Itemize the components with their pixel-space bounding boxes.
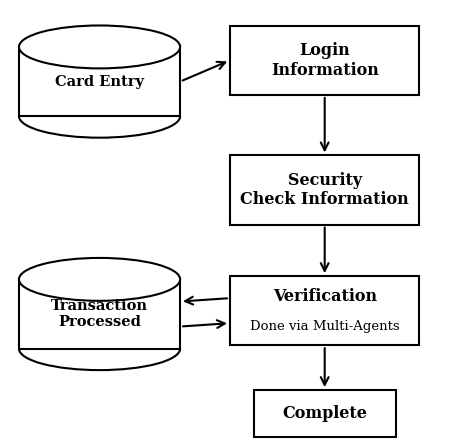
- Bar: [19, 47, 180, 116]
- Text: Complete: Complete: [282, 405, 367, 422]
- Bar: [19, 279, 180, 349]
- Bar: [230, 276, 419, 345]
- Text: Verification: Verification: [273, 288, 377, 305]
- Bar: [230, 156, 419, 225]
- Text: Login
Information: Login Information: [271, 42, 379, 79]
- Bar: [230, 25, 419, 95]
- Ellipse shape: [19, 258, 180, 301]
- Text: Done via Multi-Agents: Done via Multi-Agents: [250, 320, 400, 333]
- Text: Transaction
Processed: Transaction Processed: [51, 299, 148, 329]
- Text: Security
Check Information: Security Check Information: [240, 172, 409, 208]
- Bar: [254, 390, 396, 437]
- Ellipse shape: [19, 25, 180, 68]
- Text: Card Entry: Card Entry: [55, 75, 144, 89]
